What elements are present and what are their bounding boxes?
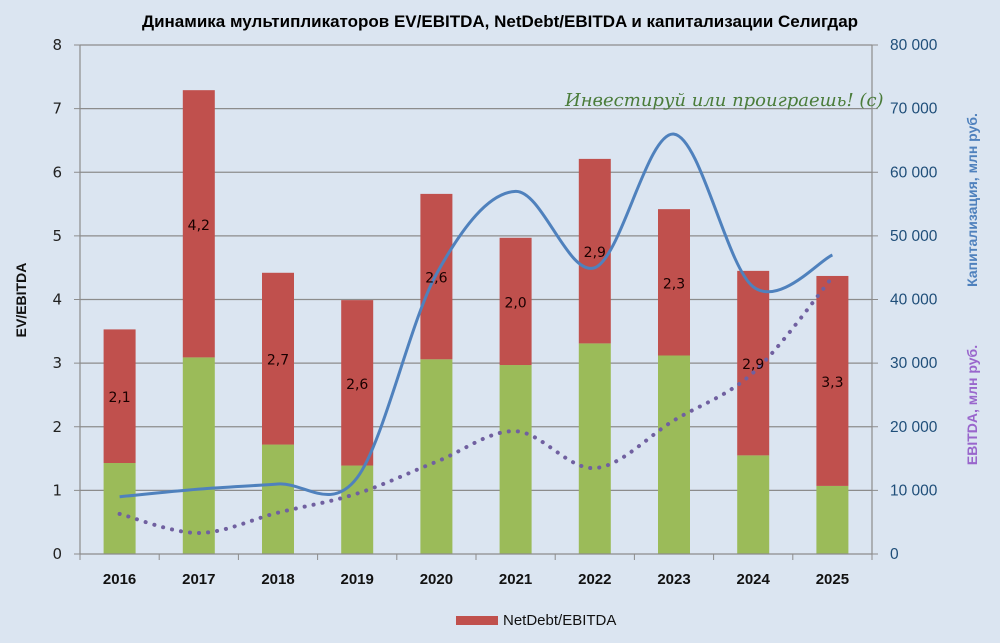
y2-tick-label: 10 000: [890, 482, 938, 499]
data-label-netdebt: 2,9: [584, 245, 606, 261]
x-tick-label: 2021: [499, 571, 532, 588]
data-label-netdebt: 4,2: [188, 218, 210, 234]
legend: NetDebt/EBITDA: [456, 612, 616, 629]
bar-netdebt-ebitda: [103, 329, 136, 464]
x-tick-label: 2025: [816, 571, 849, 588]
line-series: [117, 132, 835, 536]
y-tick-label: 0: [52, 545, 62, 563]
x-tick-label: 2018: [261, 571, 294, 588]
bar-ev-ebitda: [262, 444, 294, 554]
y2-tick-label: 70 000: [890, 101, 938, 118]
x-tick-label: 2023: [657, 571, 690, 588]
bar-ev-ebitda: [103, 463, 136, 554]
y-axis-label: EV/EBITDA: [13, 263, 29, 338]
x-tick-label: 2024: [737, 571, 771, 588]
y2-tick-label: 50 000: [890, 228, 938, 245]
y2-tick-label: 20 000: [890, 419, 938, 436]
y-tick-label: 7: [52, 100, 62, 118]
data-label-netdebt: 3,3: [821, 375, 843, 391]
bar-ev-ebitda: [658, 355, 690, 554]
bar-netdebt-ebitda: [182, 90, 215, 358]
y-tick-label: 1: [52, 481, 62, 499]
y2-axis-label-ebitda: EBITDA, млн руб.: [964, 345, 980, 465]
bar-ev-ebitda: [499, 365, 532, 554]
data-label-netdebt: 2,6: [346, 377, 368, 393]
bar-ev-ebitda: [816, 485, 849, 554]
bar-netdebt-ebitda: [658, 209, 690, 356]
y-tick-label: 5: [52, 227, 62, 245]
line-ebitda: [117, 275, 835, 536]
legend-swatch-netdebt: [456, 616, 498, 625]
data-label-netdebt: 2,0: [504, 295, 526, 311]
data-labels: 2,1 4,2 2,7 2,6 2,6 2,0 2,9 2,3 2,9 3,3: [108, 218, 843, 406]
y2-tick-label: 30 000: [890, 355, 938, 372]
y-tick-label: 8: [52, 36, 62, 54]
data-label-netdebt: 2,6: [425, 271, 447, 287]
data-label-netdebt: 2,9: [742, 357, 764, 373]
y-tick-label: 6: [52, 163, 62, 181]
bar-netdebt-ebitda: [262, 272, 294, 445]
y2-tick-label: 60 000: [890, 164, 938, 181]
axes: 0 1 2 3 4 5 6 7 8 0 10 000 20 000 30 000 40 000 50 000…: [52, 36, 937, 588]
bar-ev-ebitda: [341, 465, 374, 554]
bar-netdebt-ebitda: [499, 237, 532, 366]
x-tick-label: 2019: [341, 571, 374, 588]
chart-title: Динамика мультипликаторов EV/EBITDA, Net…: [141, 12, 859, 31]
y2-tick-label: 80 000: [890, 37, 938, 54]
bar-ev-ebitda: [578, 343, 611, 554]
y-tick-label: 3: [52, 354, 62, 372]
bar-series: [103, 90, 849, 554]
bar-ev-ebitda: [182, 357, 215, 554]
legend-label-netdebt: NetDebt/EBITDA: [503, 612, 617, 629]
bar-netdebt-ebitda: [341, 300, 374, 466]
data-label-netdebt: 2,3: [663, 276, 685, 292]
y2-tick-label: 40 000: [890, 292, 938, 309]
y-tick-label: 2: [52, 418, 62, 436]
bar-netdebt-ebitda: [737, 270, 770, 456]
x-tick-label: 2017: [182, 571, 215, 588]
y-tick-label: 4: [52, 291, 62, 309]
x-tick-label: 2022: [578, 571, 611, 588]
data-label-netdebt: 2,7: [267, 353, 289, 369]
watermark: Инвестируй или проиграешь! (с): [564, 90, 884, 111]
bar-netdebt-ebitda: [578, 158, 611, 344]
bar-netdebt-ebitda: [816, 275, 849, 486]
data-label-netdebt: 2,1: [108, 390, 130, 406]
x-tick-label: 2020: [420, 571, 453, 588]
bar-ev-ebitda: [737, 455, 770, 554]
y2-tick-label: 0: [890, 546, 899, 563]
x-tick-label: 2016: [103, 571, 136, 588]
bar-ev-ebitda: [420, 359, 453, 554]
y2-axis-label-cap: Капитализация, млн руб.: [964, 113, 980, 287]
